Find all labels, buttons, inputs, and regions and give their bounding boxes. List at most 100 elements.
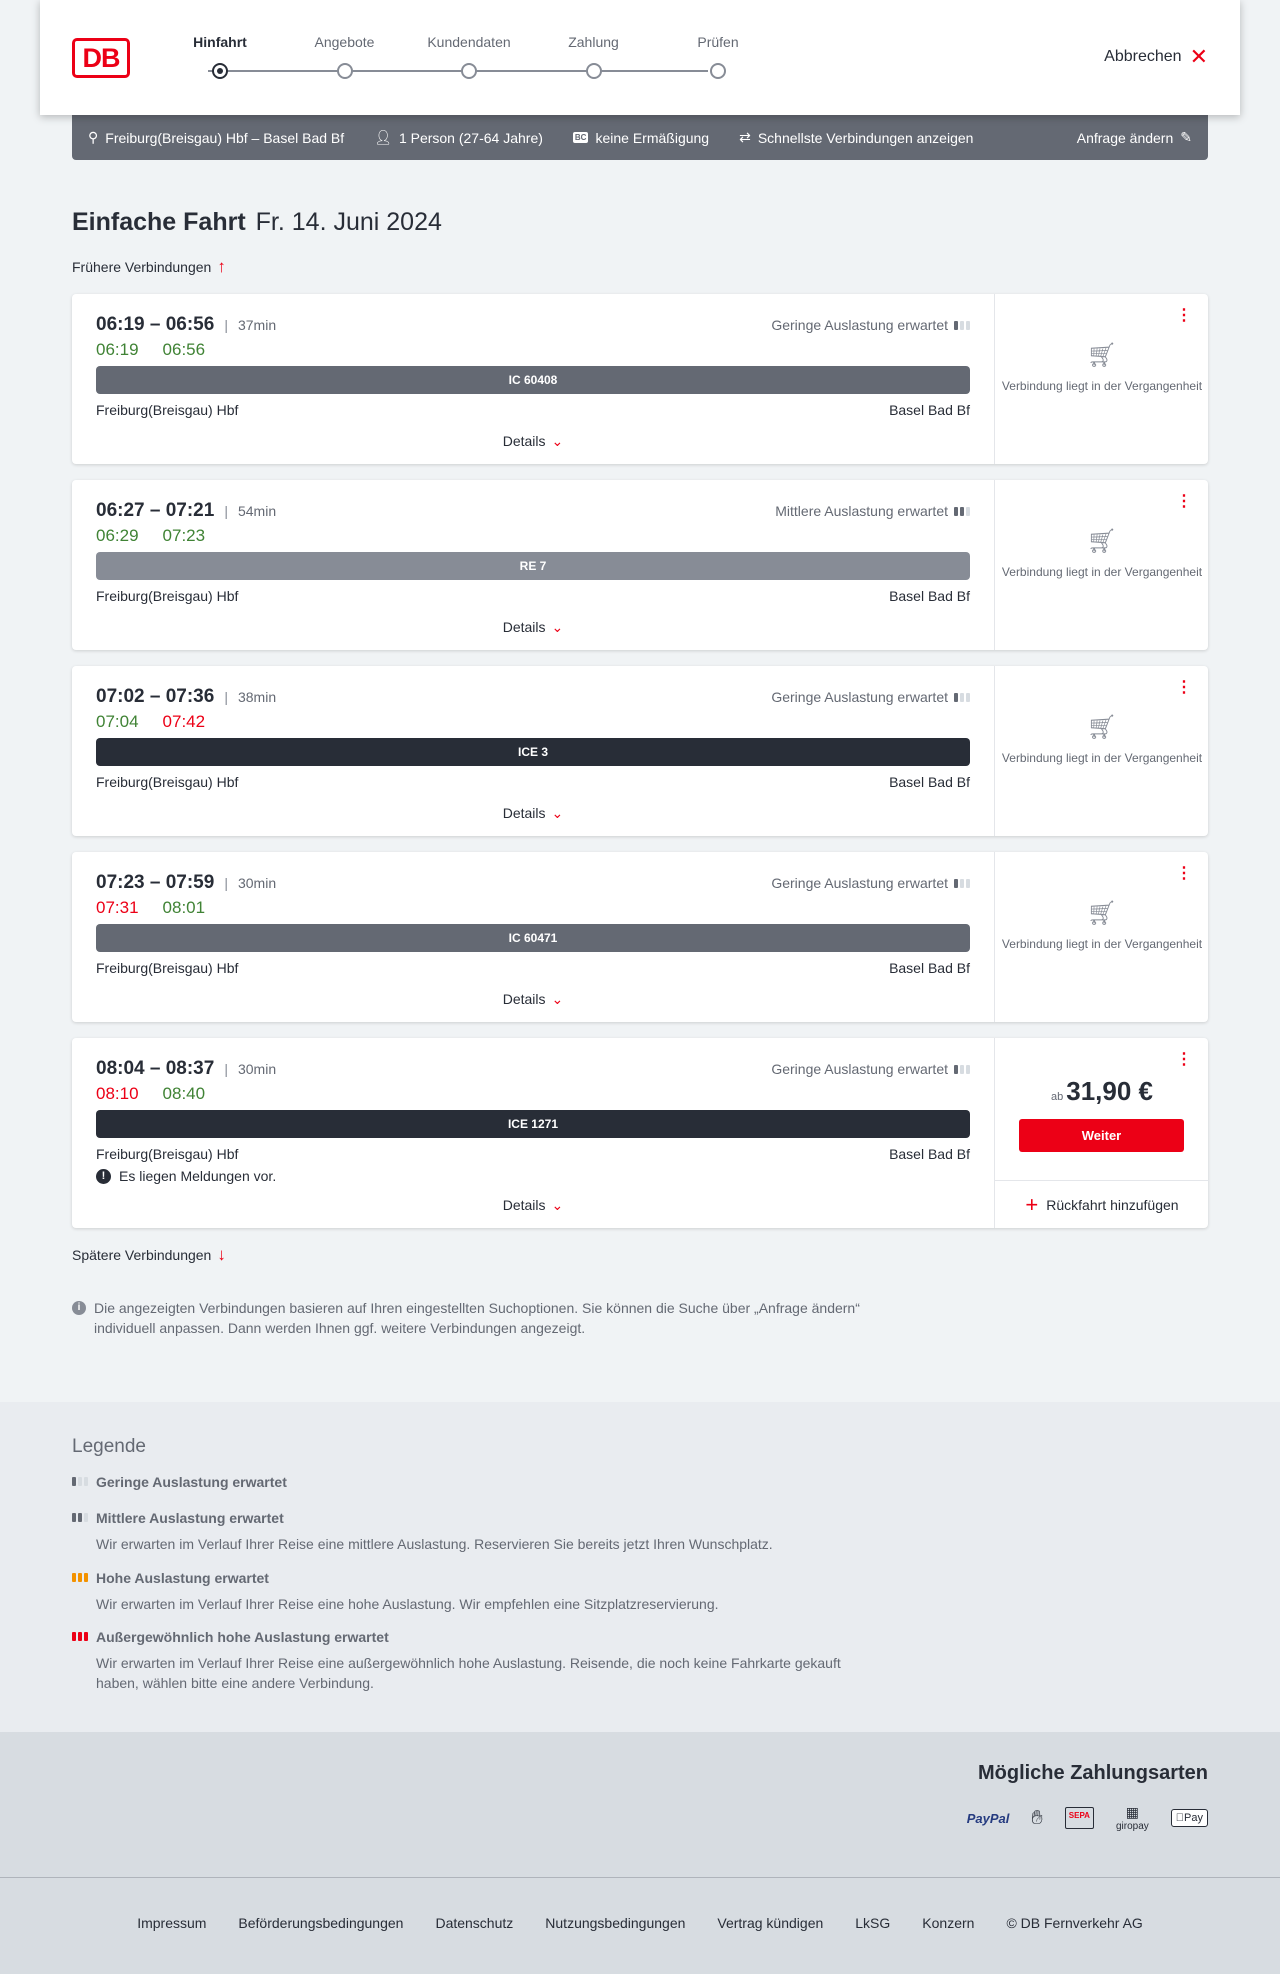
occupancy-icon	[954, 320, 970, 330]
occupancy-icon	[72, 1477, 88, 1486]
offer-panel: ⋮ 🛒︎ Verbindung liegt in der Vergangenheit	[994, 666, 1208, 836]
earlier-label: Frühere Verbindungen	[72, 259, 212, 275]
earlier-connections-link[interactable]: Frühere Verbindungen ↑	[72, 257, 226, 277]
occupancy-bar	[72, 1477, 76, 1486]
occupancy-label: Geringe Auslastung erwartet	[771, 875, 948, 891]
search-summary-bar: ⚲ Freiburg(Breisgau) Hbf – Basel Bad Bf 👤…	[72, 115, 1208, 160]
occupancy-bar	[72, 1513, 76, 1522]
footer-link[interactable]: Impressum	[137, 1915, 207, 1931]
connection-card: 06:27 – 07:21 54min Mittlere Auslastung er…	[72, 480, 1208, 650]
realtime-arrival: 07:42	[162, 712, 206, 731]
past-connection-text: Verbindung liegt in der Vergangenheit	[1001, 937, 1203, 951]
occupancy-icon	[954, 692, 970, 702]
footer-link[interactable]: Vertrag kündigen	[717, 1915, 824, 1931]
footer-link[interactable]: Nutzungsbedingungen	[545, 1915, 686, 1931]
realtime-departure: 06:19	[96, 340, 139, 359]
more-options-icon[interactable]: ⋮	[1176, 865, 1192, 882]
past-connection-info: 🛒︎ Verbindung liegt in der Vergangenheit	[995, 902, 1209, 952]
occupancy-info: Geringe Auslastung erwartet	[771, 875, 970, 891]
change-request-button[interactable]: Anfrage ändern ✎	[1077, 129, 1192, 146]
details-toggle[interactable]: Details ⌄	[96, 991, 970, 1008]
duration: 37min	[224, 317, 276, 333]
origin-station: Freiburg(Breisgau) Hbf	[96, 960, 239, 976]
details-toggle[interactable]: Details ⌄	[96, 1197, 970, 1214]
occupancy-bar	[78, 1513, 82, 1522]
fastest-connections-text: Schnellste Verbindungen anzeigen	[757, 129, 974, 146]
legend-description: Wir erwarten im Verlauf Ihrer Reise eine…	[96, 1655, 841, 1691]
details-toggle[interactable]: Details ⌄	[96, 433, 970, 450]
legend-item: Mittlere Auslastung erwartet Wir erwarten…	[72, 1510, 872, 1554]
more-options-icon[interactable]: ⋮	[1176, 1051, 1192, 1068]
footer-link[interactable]: Konzern	[922, 1915, 975, 1931]
cart-unavailable-icon: 🛒︎	[1086, 714, 1118, 741]
destination-station: Basel Bad Bf	[889, 774, 970, 790]
realtime-times: 08:10 08:40	[96, 1084, 205, 1104]
later-label: Spätere Verbindungen	[72, 1247, 212, 1263]
step-kundendaten[interactable]: Kundendaten	[419, 34, 519, 79]
occupancy-bar	[78, 1573, 82, 1582]
details-toggle[interactable]: Details ⌄	[96, 619, 970, 636]
later-connections-link[interactable]: Spätere Verbindungen ↓	[72, 1245, 226, 1265]
giropay-label: giropay	[1115, 1821, 1149, 1832]
db-logo[interactable]: DB	[72, 38, 130, 78]
past-connection-text: Verbindung liegt in der Vergangenheit	[1001, 751, 1203, 765]
occupancy-bar	[78, 1477, 82, 1486]
destination-station: Basel Bad Bf	[889, 588, 970, 604]
step-indicator	[585, 63, 602, 79]
more-options-icon[interactable]: ⋮	[1176, 493, 1192, 510]
occupancy-bar	[84, 1477, 88, 1486]
occupancy-bar	[966, 1064, 970, 1074]
realtime-arrival: 08:01	[162, 898, 206, 917]
continue-button[interactable]: Weiter	[1019, 1119, 1184, 1152]
step-zahlung[interactable]: Zahlung	[544, 34, 644, 79]
realtime-departure: 08:10	[96, 1084, 139, 1103]
train-bar[interactable]: ICE 3	[96, 738, 970, 766]
legend-label: Mittlere Auslastung erwartet	[96, 1510, 284, 1526]
destination-station: Basel Bad Bf	[889, 1146, 970, 1162]
notice-message[interactable]: ! Es liegen Meldungen vor.	[96, 1168, 276, 1184]
step-angebote[interactable]: Angebote	[295, 34, 395, 79]
occupancy-label: Geringe Auslastung erwartet	[771, 1061, 948, 1077]
connection-main: 06:27 – 07:21 54min Mittlere Auslastung er…	[96, 480, 970, 650]
change-request-label: Anfrage ändern	[1076, 129, 1174, 146]
occupancy-bar	[954, 878, 958, 888]
connection-main: 07:02 – 07:36 38min Geringe Auslastung erw…	[96, 666, 970, 836]
location-pin-icon: ⚲	[88, 129, 99, 145]
legend-label: Geringe Auslastung erwartet	[96, 1474, 287, 1490]
connection-times: 07:02 – 07:36 38min	[96, 686, 276, 708]
footer-link[interactable]: LkSG	[855, 1915, 891, 1931]
train-bar[interactable]: IC 60471	[96, 924, 970, 952]
connection-times: 08:04 – 08:37 30min	[96, 1058, 276, 1080]
duration: 30min	[224, 875, 276, 891]
train-bar[interactable]: RE 7	[96, 552, 970, 580]
footer-link[interactable]: Datenschutz	[435, 1915, 514, 1931]
legend-item: Hohe Auslastung erwartet Wir erwarten im …	[72, 1570, 872, 1614]
cart-unavailable-icon: 🛒︎	[1086, 528, 1118, 555]
realtime-arrival: 06:56	[162, 340, 206, 359]
details-toggle[interactable]: Details ⌄	[96, 805, 970, 822]
cart-unavailable-icon: 🛒︎	[1086, 342, 1118, 369]
person-icon: 👤︎	[374, 129, 392, 145]
cancel-button[interactable]: Abbrechen ✕	[1104, 46, 1208, 68]
occupancy-bar	[72, 1632, 76, 1641]
giropay-icon: ▦ giropay	[1115, 1804, 1149, 1832]
more-options-icon[interactable]: ⋮	[1176, 679, 1192, 696]
connection-card: 06:19 – 06:56 37min Geringe Auslastung erw…	[72, 294, 1208, 464]
footer-link[interactable]: © DB Fernverkehr AG	[1006, 1915, 1143, 1931]
occupancy-bar	[966, 506, 970, 516]
page-title: Einfache Fahrt Fr. 14. Juni 2024	[72, 208, 442, 237]
offer-panel: ⋮ 🛒︎ Verbindung liegt in der Vergangenheit	[994, 294, 1208, 464]
step-indicator	[212, 63, 228, 79]
train-bar[interactable]: ICE 1271	[96, 1110, 970, 1138]
add-return-button[interactable]: + Rückfahrt hinzufügen	[995, 1180, 1209, 1228]
step-prüfen[interactable]: Prüfen	[668, 34, 768, 79]
footer-link[interactable]: Beförderungsbedingungen	[238, 1915, 404, 1931]
step-hinfahrt[interactable]: Hinfahrt	[170, 34, 270, 79]
occupancy-bar	[72, 1573, 76, 1582]
more-options-icon[interactable]: ⋮	[1176, 307, 1192, 324]
connection-times: 06:19 – 06:56 37min	[96, 314, 276, 336]
occupancy-info: Geringe Auslastung erwartet	[771, 317, 970, 333]
train-bar[interactable]: IC 60408	[96, 366, 970, 394]
price: ab 31,90 €	[995, 1076, 1209, 1107]
scheduled-times: 08:04 – 08:37	[96, 1058, 215, 1079]
